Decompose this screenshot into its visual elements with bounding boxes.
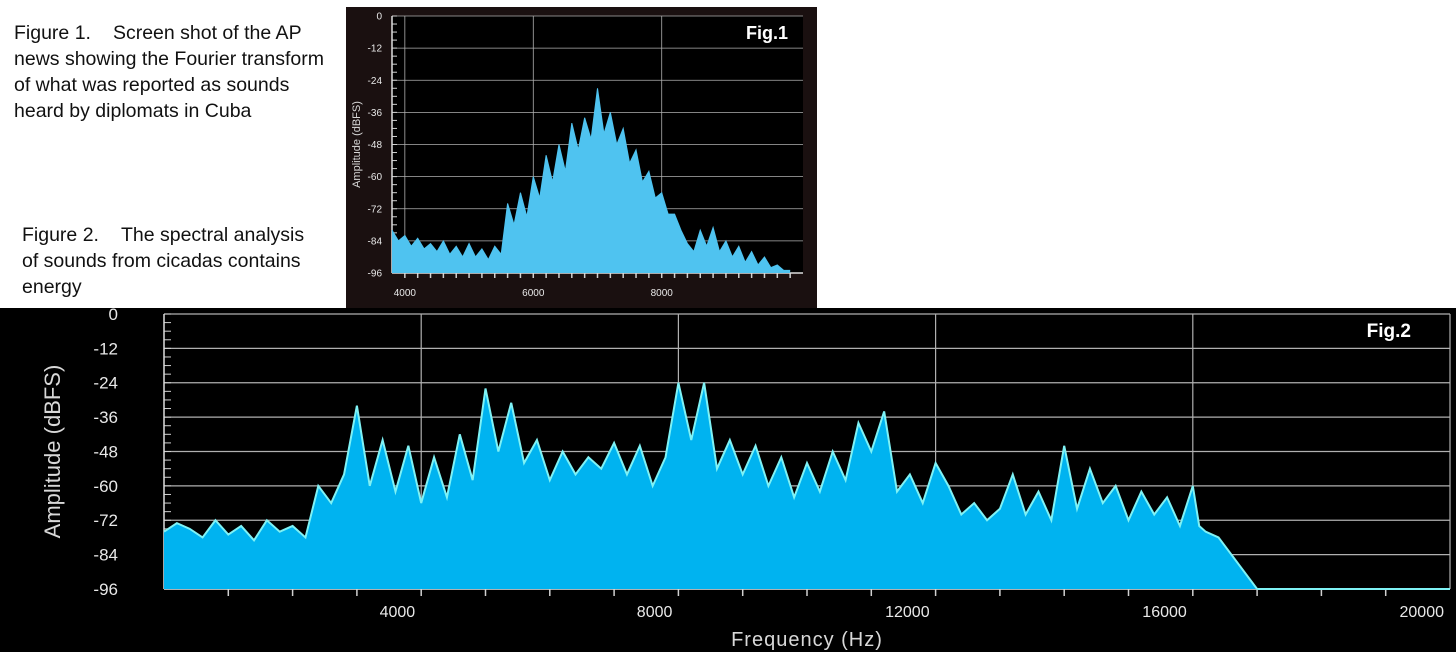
- fig2-spectrum-line: [163, 382, 1450, 590]
- fig1-ytick-label: -48: [368, 140, 383, 151]
- fig1-badge: Fig.1: [746, 23, 788, 43]
- fig1-ytick-label: -60: [368, 172, 383, 183]
- fig2-xtick-label: 4000: [380, 604, 416, 621]
- fig2-ylabel: Amplitude (dBFS): [40, 365, 65, 539]
- figure-2-caption-text: The spectral analysis of sounds from cic…: [22, 224, 305, 298]
- fig1-ytick-label: -36: [368, 108, 383, 119]
- figure-1-caption-text: Screen shot of the AP news showing the F…: [14, 22, 324, 122]
- figure-2-number: Figure 2.: [22, 224, 99, 246]
- fig2-xlabel: Frequency (Hz): [731, 629, 883, 651]
- fig2-ytick-label: -60: [93, 477, 118, 496]
- fig2-ytick-label: -96: [93, 580, 118, 599]
- fig2-ytick-label: -84: [93, 546, 118, 565]
- fig1-xtick-label: 6000: [522, 288, 545, 299]
- fig2-ytick-label: -48: [93, 442, 118, 461]
- fig2-spectrum-area: [164, 382, 1450, 589]
- figure-1-plot: 0 -12 -24 -36 -48 -60 -72 -84 -96 4000 6000 8000 Amp…: [351, 12, 803, 299]
- fig1-ytick-label: -12: [368, 44, 383, 55]
- fig1-spectrum-line: [391, 88, 791, 271]
- figure-1-chart: 0 -12 -24 -36 -48 -60 -72 -84 -96 4000 6000 8000 Amp…: [346, 7, 817, 310]
- fig2-xtick-label: 8000: [637, 604, 673, 621]
- fig1-ytick-label: -84: [368, 236, 383, 247]
- fig1-ytick-label: 0: [376, 12, 382, 23]
- fig2-badge: Fig.2: [1367, 321, 1411, 342]
- fig1-xtick-label: 8000: [651, 288, 674, 299]
- fig2-ytick-label: -36: [93, 408, 118, 427]
- fig2-ytick-label: -72: [93, 511, 118, 530]
- fig2-ytick-label: 0: [109, 308, 118, 324]
- fig2-ytick-label: -24: [93, 374, 118, 393]
- fig2-xtick-label: 16000: [1142, 604, 1187, 621]
- figure-2-caption: Figure 2. The spectral analysis of sounds…: [22, 222, 322, 300]
- fig1-ytick-label: -24: [368, 76, 383, 87]
- fig1-spectrum-area: [392, 88, 791, 273]
- fig1-xtick-label: 4000: [394, 288, 417, 299]
- fig2-xtick-label: 12000: [885, 604, 930, 621]
- fig2-xtick-label: 20000: [1400, 604, 1445, 621]
- fig1-ytick-label: -72: [368, 204, 383, 215]
- fig2-ytick-label: -12: [93, 339, 118, 358]
- fig1-ytick-label: -96: [368, 269, 383, 280]
- figure-1-number: Figure 1.: [14, 22, 91, 44]
- figure-2-chart: 0 -12 -24 -36 -48 -60 -72 -84 -96 4000 8000 12000 16…: [0, 305, 1456, 652]
- figure-2-plot: 0 -12 -24 -36 -48 -60 -72 -84 -96 4000 8000 12000 16…: [40, 305, 1451, 651]
- figure-1-caption: Figure 1. Screen shot of the AP news show…: [14, 20, 334, 124]
- fig1-ylabel: Amplitude (dBFS): [351, 101, 363, 188]
